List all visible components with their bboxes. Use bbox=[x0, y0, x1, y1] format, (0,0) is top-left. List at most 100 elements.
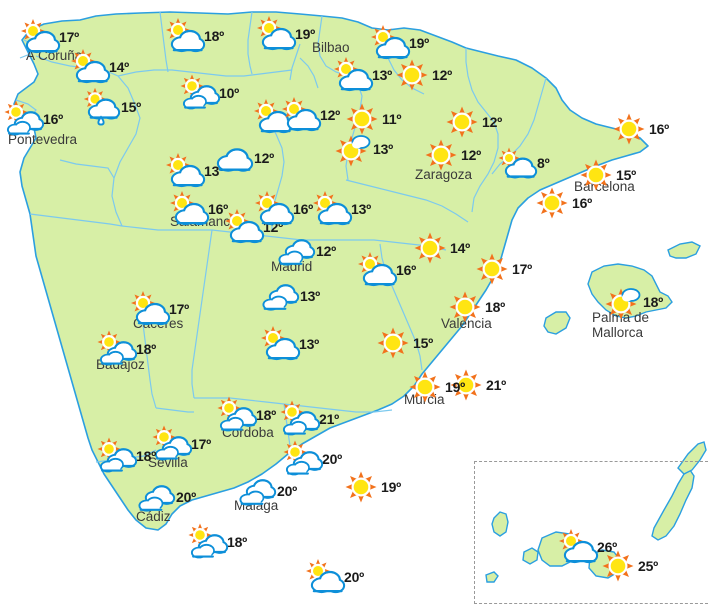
weather-station-a-coruna[interactable]: 17º bbox=[18, 18, 79, 56]
weather-station-navarra[interactable]: 12º bbox=[391, 56, 452, 94]
temperature-value: 18º bbox=[485, 299, 506, 315]
weather-station-zamora[interactable]: 12º bbox=[213, 139, 274, 177]
weather-station-jaen[interactable]: 21º bbox=[278, 400, 339, 438]
weather-station-almeria[interactable]: 19º bbox=[340, 468, 401, 506]
weather-station-alicante[interactable]: 21º bbox=[445, 366, 506, 404]
temperature-value: 16º bbox=[293, 201, 314, 217]
weather-station-madrid[interactable]: 12º bbox=[275, 232, 336, 270]
weather-station-albacete[interactable]: 15º bbox=[372, 324, 433, 362]
sun-behind-cloud-icon bbox=[222, 208, 266, 246]
weather-station-sevilla[interactable]: 17º bbox=[150, 425, 211, 463]
weather-station-soria[interactable]: 13º bbox=[332, 130, 393, 168]
canary-islands bbox=[485, 441, 707, 583]
weather-station-toledo[interactable]: 13º bbox=[259, 277, 320, 315]
temperature-value: 16º bbox=[396, 262, 417, 278]
sun-behind-cloud-icon bbox=[128, 290, 172, 328]
sun-icon bbox=[471, 250, 515, 288]
fuerteventura-island bbox=[651, 469, 695, 541]
sun-icon bbox=[409, 229, 453, 267]
sun-with-small-cloud-icon bbox=[602, 283, 646, 321]
sun-icon bbox=[531, 184, 575, 222]
weather-station-caceres[interactable]: 17º bbox=[128, 290, 189, 328]
weather-station-huesca[interactable]: 11º bbox=[341, 100, 402, 138]
temperature-value: 26º bbox=[597, 539, 618, 555]
weather-station-huelva[interactable]: 18º bbox=[95, 437, 156, 475]
sun-behind-double-cloud-icon bbox=[186, 523, 230, 561]
weather-station-valencia[interactable]: 18º bbox=[444, 288, 505, 326]
sun-behind-cloud-icon bbox=[252, 190, 296, 228]
temperature-value: 17º bbox=[512, 261, 533, 277]
sun-icon bbox=[608, 110, 652, 148]
sun-behind-cloud-icon bbox=[258, 325, 302, 363]
weather-station-castellon-w[interactable]: 16º bbox=[355, 251, 416, 289]
sun-icon bbox=[445, 366, 489, 404]
weather-station-la-rioja[interactable]: 12º bbox=[279, 96, 340, 134]
sun-behind-cloud-icon bbox=[331, 56, 375, 94]
weather-station-segovia[interactable]: 16º bbox=[252, 190, 313, 228]
double-cloud-icon bbox=[259, 277, 303, 315]
temperature-value: 20º bbox=[277, 483, 298, 499]
temperature-value: 18º bbox=[227, 534, 248, 550]
sun-behind-cloud-icon bbox=[68, 48, 112, 86]
weather-station-murcia[interactable]: 19º bbox=[404, 368, 465, 406]
temperature-value: 12º bbox=[316, 243, 337, 259]
weather-station-ceuta[interactable]: 18º bbox=[186, 523, 247, 561]
city-label-valencia: Valencia bbox=[441, 316, 492, 331]
weather-station-melilla[interactable]: 20º bbox=[303, 558, 364, 596]
weather-station-castellon[interactable]: 17º bbox=[471, 250, 532, 288]
sun-icon bbox=[441, 103, 485, 141]
weather-station-palma[interactable]: 18º bbox=[602, 283, 663, 321]
weather-station-lleida[interactable]: 12º bbox=[441, 103, 502, 141]
weather-station-bilbao-area[interactable]: 13º bbox=[331, 56, 392, 94]
weather-station-gran-canaria[interactable]: 25º bbox=[597, 547, 658, 585]
temperature-value: 20º bbox=[176, 489, 197, 505]
temperature-value: 13º bbox=[300, 288, 321, 304]
temperature-value: 21º bbox=[319, 411, 340, 427]
city-label-bilbao: Bilbao bbox=[312, 40, 350, 55]
weather-station-malaga[interactable]: 20º bbox=[236, 472, 297, 510]
weather-station-pontevedra[interactable]: 16º bbox=[2, 100, 63, 138]
weather-station-lugo[interactable]: 14º bbox=[68, 48, 129, 86]
sun-behind-cloud-icon bbox=[368, 24, 412, 62]
temperature-value: 13º bbox=[351, 201, 372, 217]
weather-station-tarragona[interactable]: 16º bbox=[531, 184, 592, 222]
temperature-value: 18º bbox=[256, 407, 277, 423]
temperature-value: 17º bbox=[169, 301, 190, 317]
weather-station-gipuzkoa[interactable]: 19º bbox=[368, 24, 429, 62]
temperature-value: 25º bbox=[638, 558, 659, 574]
weather-station-girona[interactable]: 16º bbox=[608, 110, 669, 148]
weather-station-tenerife[interactable]: 26º bbox=[556, 528, 617, 566]
weather-station-badajoz[interactable]: 18º bbox=[95, 330, 156, 368]
sun-icon bbox=[575, 156, 619, 194]
weather-station-cuenca[interactable]: 14º bbox=[409, 229, 470, 267]
weather-station-cantabria[interactable]: 19º bbox=[254, 15, 315, 53]
temperature-value: 18º bbox=[136, 341, 157, 357]
weather-station-ourense-nw[interactable]: 15º bbox=[80, 88, 141, 126]
weather-station-granada[interactable]: 20º bbox=[281, 440, 342, 478]
weather-station-zaragoza[interactable]: 12º bbox=[420, 136, 481, 174]
weather-station-salamanca[interactable]: 16º bbox=[167, 190, 228, 228]
temperature-value: 11º bbox=[382, 111, 402, 127]
sun-behind-double-cloud-icon bbox=[150, 425, 194, 463]
weather-station-barcelona[interactable]: 15º bbox=[575, 156, 636, 194]
double-cloud-icon bbox=[275, 232, 319, 270]
la-palma-island bbox=[491, 511, 509, 537]
weather-station-asturias[interactable]: 18º bbox=[163, 17, 224, 55]
sun-behind-double-cloud-icon bbox=[95, 330, 139, 368]
temperature-value: 19º bbox=[409, 35, 430, 51]
temperature-value: 19º bbox=[295, 26, 316, 42]
sun-behind-cloud-icon bbox=[355, 251, 399, 289]
temperature-value: 14º bbox=[109, 59, 130, 75]
city-label-line: Valencia bbox=[441, 316, 492, 331]
temperature-value: 8º bbox=[537, 155, 550, 171]
temperature-value: 19º bbox=[381, 479, 402, 495]
menorca-island bbox=[667, 241, 701, 259]
weather-station-leon-north[interactable]: 10º bbox=[178, 74, 239, 112]
weather-station-cadiz[interactable]: 20º bbox=[135, 478, 196, 516]
temperature-value: 13º bbox=[373, 141, 394, 157]
weather-station-teruel-n[interactable]: 8º bbox=[496, 144, 550, 182]
weather-station-cordoba[interactable]: 18º bbox=[215, 396, 276, 434]
weather-station-guadalajara[interactable]: 13º bbox=[310, 190, 371, 228]
weather-station-ciudad-real[interactable]: 13º bbox=[258, 325, 319, 363]
weather-station-avila[interactable]: 12º bbox=[222, 208, 283, 246]
